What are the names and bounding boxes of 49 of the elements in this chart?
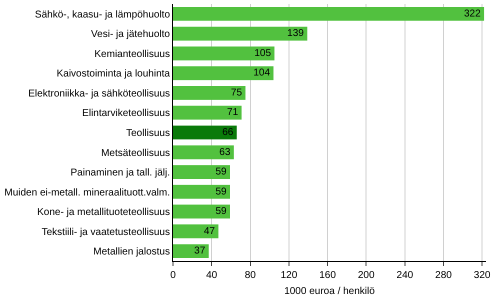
x-tick-label: 0 — [170, 270, 176, 281]
x-tick-label: 120 — [280, 270, 298, 281]
data-label: 105 — [254, 48, 272, 59]
data-label: 104 — [253, 68, 270, 79]
bar — [173, 126, 237, 140]
x-tick-label: 200 — [358, 270, 375, 281]
bar — [173, 106, 242, 120]
x-axis-title: 1000 euroa / henkilö — [284, 286, 376, 297]
y-tick-label: Metsäteollisuus — [101, 148, 170, 159]
data-label: 322 — [464, 8, 482, 20]
y-tick-label: Muiden ei-metall. mineraalituott.valm. — [4, 187, 170, 198]
x-tick-label: 240 — [396, 270, 414, 281]
data-label: 139 — [287, 28, 304, 40]
y-tick-label: Sähkö-, kaasu- ja lämpöhuolto — [34, 9, 170, 20]
bar — [173, 204, 230, 218]
data-label: 66 — [222, 127, 234, 138]
y-tick-label: Elintarviketeollisuus — [82, 108, 170, 120]
data-label: 59 — [215, 206, 227, 218]
bar — [173, 145, 234, 160]
y-tick-label: Tekstiili- ja vaatetusteollisuus — [42, 226, 170, 238]
bar — [173, 244, 209, 258]
bar — [173, 66, 274, 80]
bar — [173, 6, 484, 21]
data-label: 59 — [215, 186, 227, 198]
data-label: 63 — [219, 146, 231, 158]
y-tick-label: Painaminen ja tall. jälj. — [70, 168, 170, 179]
data-label: 71 — [227, 107, 239, 118]
y-tick-label: Metallien jalostus — [93, 246, 170, 258]
x-tick-label: 80 — [244, 270, 256, 281]
y-tick-label: Elektroniikka- ja sähköteollisuus — [28, 88, 170, 100]
bar — [173, 26, 308, 41]
bar — [173, 46, 274, 60]
data-label: 47 — [204, 226, 216, 237]
x-tick-label: 160 — [319, 270, 336, 281]
y-tick-label: Kone- ja metallituoteteollisuus — [37, 207, 170, 218]
y-tick-label: Kemianteollisuus — [94, 48, 170, 60]
bar — [173, 224, 218, 238]
data-label: 59 — [215, 166, 227, 178]
data-label: 75 — [230, 87, 242, 98]
bar — [173, 86, 246, 100]
x-tick-label: 280 — [435, 270, 452, 281]
data-label: 37 — [194, 246, 206, 257]
x-tick-label: 320 — [474, 270, 491, 281]
bar — [173, 165, 230, 179]
x-tick-label: 40 — [206, 270, 218, 281]
y-tick-label: Vesi- ja jätehuolto — [91, 29, 170, 40]
bar — [173, 184, 230, 199]
y-tick-label: Teollisuus — [126, 128, 170, 139]
y-tick-label: Kaivostoiminta ja louhinta — [56, 68, 170, 80]
